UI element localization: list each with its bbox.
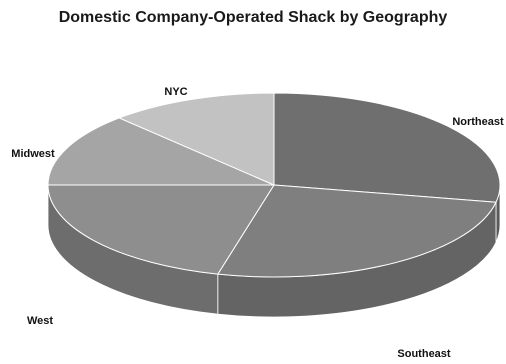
pie-labels: Northeast Southeast West Midwest NYC xyxy=(11,86,504,360)
pie-slice-northeast xyxy=(273,92,501,203)
slice-label-west: West xyxy=(27,315,53,327)
slice-label-southeast: Southeast xyxy=(397,348,451,360)
pie-slice-west xyxy=(47,184,275,275)
pie-slice-southeast xyxy=(216,184,497,278)
slice-label-northeast: Northeast xyxy=(452,116,504,128)
slice-label-midwest: Midwest xyxy=(11,148,55,160)
chart-title: Domestic Company-Operated Shack by Geogr… xyxy=(58,9,448,26)
pie-slice-midwest xyxy=(47,117,275,186)
pie-slice-nyc xyxy=(117,92,275,186)
pie-tops xyxy=(47,92,501,278)
slice-label-nyc: NYC xyxy=(164,86,187,98)
